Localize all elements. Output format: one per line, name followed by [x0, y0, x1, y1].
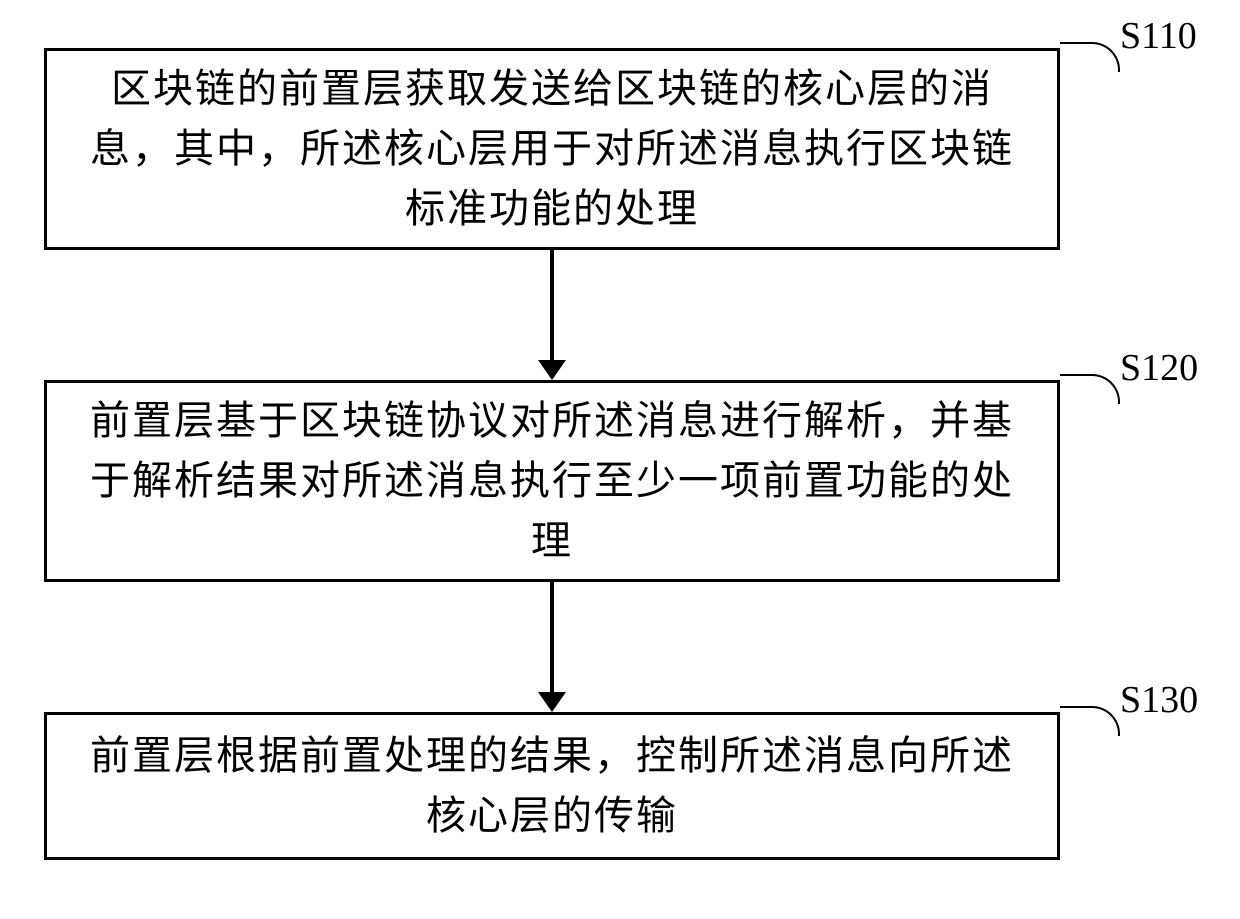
leader-line	[1060, 706, 1120, 736]
flowchart-node-s130: 前置层根据前置处理的结果，控制所述消息向所述核心层的传输	[44, 712, 1060, 860]
flowchart-node-s120: 前置层基于区块链协议对所述消息进行解析，并基于解析结果对所述消息执行至少一项前置…	[44, 380, 1060, 582]
flowchart-canvas: 区块链的前置层获取发送给区块链的核心层的消息，其中，所述核心层用于对所述消息执行…	[0, 0, 1240, 919]
leader-line	[1060, 374, 1120, 404]
arrow-head-icon	[538, 360, 566, 380]
flowchart-node-s110: 区块链的前置层获取发送给区块链的核心层的消息，其中，所述核心层用于对所述消息执行…	[44, 48, 1060, 250]
step-label-s120: S120	[1120, 346, 1198, 390]
node-text: 区块链的前置层获取发送给区块链的核心层的消息，其中，所述核心层用于对所述消息执行…	[71, 59, 1033, 239]
leader-line	[1060, 42, 1120, 72]
node-text: 前置层根据前置处理的结果，控制所述消息向所述核心层的传输	[71, 726, 1033, 846]
node-text: 前置层基于区块链协议对所述消息进行解析，并基于解析结果对所述消息执行至少一项前置…	[71, 391, 1033, 571]
arrow-head-icon	[538, 692, 566, 712]
step-label-s130: S130	[1120, 678, 1198, 722]
step-label-s110: S110	[1120, 14, 1197, 58]
edge-arrow	[550, 250, 554, 364]
edge-arrow	[550, 582, 554, 696]
